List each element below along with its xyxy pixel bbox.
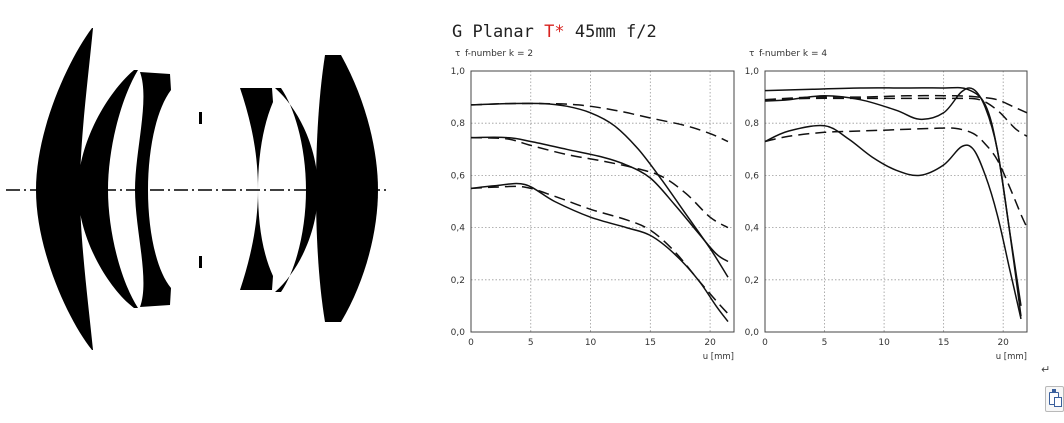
aperture-mark-top xyxy=(199,112,202,124)
x-tick-label: 5 xyxy=(528,338,534,348)
series-line-4 xyxy=(764,97,1028,137)
y-tick-label: 1,0 xyxy=(451,67,466,77)
lens-element-4 xyxy=(240,88,273,290)
x-tick-label: 15 xyxy=(938,338,949,348)
paste-icon[interactable] xyxy=(1045,386,1064,412)
y-tick-label: 0,8 xyxy=(745,119,760,129)
y-axis-label: τ xyxy=(749,49,754,59)
aperture-mark-bottom xyxy=(199,256,202,268)
y-tick-label: 0,2 xyxy=(451,276,465,286)
y-tick-label: 0,0 xyxy=(451,328,466,338)
lens-diagram xyxy=(6,28,388,350)
y-tick-label: 0,2 xyxy=(745,276,759,286)
series-line-5 xyxy=(470,182,729,323)
lens-element-5 xyxy=(275,88,318,292)
paper-sheet-shape xyxy=(1054,397,1062,407)
lens-element-6 xyxy=(316,55,378,322)
series-line-4 xyxy=(470,136,729,229)
y-tick-label: 0,4 xyxy=(451,224,466,234)
series-line-1 xyxy=(764,86,1022,307)
chart-title: f-number k = 2 xyxy=(465,49,533,59)
y-tick-label: 0,6 xyxy=(451,171,466,181)
x-tick-label: 10 xyxy=(585,338,597,348)
x-tick-label: 0 xyxy=(468,338,474,348)
chart-k4: 0,0 0,2 0,4 0,6 0,8 1,0 0 5 10 15 20 τ f-number k = … xyxy=(745,49,1028,362)
x-tick-label: 20 xyxy=(704,338,716,348)
y-tick-label: 0,6 xyxy=(745,171,760,181)
series-line-3 xyxy=(470,136,729,263)
y-tick-label: 0,0 xyxy=(745,328,760,338)
chart-k2: 0,0 0,2 0,4 0,6 0,8 1,0 0 5 10 15 20 τ f-number k = … xyxy=(451,49,735,362)
plot-frame xyxy=(470,70,735,333)
x-axis-label: u [mm] xyxy=(703,352,734,362)
y-tick-label: 0,8 xyxy=(451,119,466,129)
y-tick-label: 1,0 xyxy=(745,67,760,77)
y-tick-label: 0,4 xyxy=(745,224,760,234)
x-tick-label: 20 xyxy=(997,338,1009,348)
series-line-2 xyxy=(764,94,1028,114)
chart-title: f-number k = 4 xyxy=(759,49,827,59)
figure-title: G Planar T* 45mm f/2 xyxy=(452,22,657,42)
x-tick-label: 0 xyxy=(762,338,768,348)
x-tick-label: 5 xyxy=(822,338,828,348)
y-axis-label: τ xyxy=(455,49,460,59)
plot-frame xyxy=(764,70,1028,333)
lens-element-2 xyxy=(78,70,138,308)
x-axis-label: u [mm] xyxy=(996,352,1027,362)
x-tick-label: 15 xyxy=(645,338,656,348)
series-line-2 xyxy=(470,102,729,143)
lens-element-3 xyxy=(135,72,171,307)
series-line-3 xyxy=(764,87,1022,317)
x-tick-label: 10 xyxy=(878,338,890,348)
series-line-6 xyxy=(764,127,1028,228)
series-line-5 xyxy=(764,124,1022,320)
return-arrow-icon: ↵ xyxy=(1041,363,1051,376)
series-line-1 xyxy=(470,102,729,278)
series-line-6 xyxy=(470,185,729,315)
lens-element-1 xyxy=(36,28,93,350)
